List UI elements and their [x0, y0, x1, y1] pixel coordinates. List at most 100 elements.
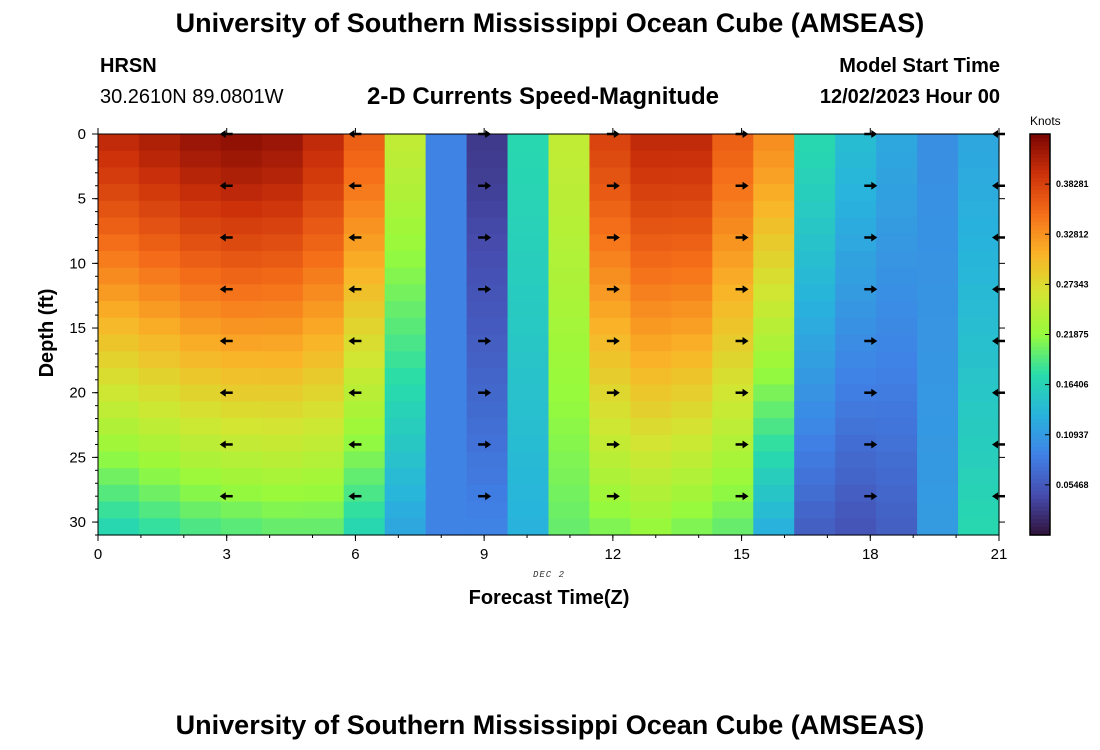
heatmap-cell — [630, 150, 672, 169]
heatmap-cell — [466, 468, 509, 486]
colorbar-segment — [1030, 270, 1050, 275]
heatmap-cell — [138, 367, 181, 386]
heatmap-cell — [138, 468, 181, 486]
arrow-head — [613, 388, 620, 397]
heatmap-cell — [220, 468, 263, 486]
colorbar-segment — [1030, 278, 1050, 283]
heatmap-cell — [425, 267, 468, 285]
heatmap-cell — [794, 317, 836, 336]
colorbar-segment — [1030, 138, 1050, 143]
heatmap-cell — [138, 384, 181, 402]
axes: 0 5 10 15 20 25 30 0 3 6 9 12 15 18 21 — [69, 126, 1007, 563]
heatmap-cell — [384, 518, 427, 536]
heatmap-cell — [589, 334, 632, 352]
heatmap-cell — [138, 217, 181, 235]
heatmap-cell — [876, 150, 918, 169]
heatmap-cell — [917, 384, 959, 402]
heatmap-cell — [589, 150, 632, 169]
arrow-head — [871, 388, 878, 397]
heatmap-cell — [712, 317, 754, 336]
heatmap-cell — [507, 167, 550, 185]
heatmap-cell — [220, 134, 263, 152]
current-arrow — [606, 440, 620, 449]
heatmap-cell — [261, 484, 304, 503]
heatmap-cell — [425, 234, 468, 252]
colorbar-segment — [1030, 354, 1050, 360]
heatmap-cell — [548, 401, 591, 419]
colorbar-segment — [1030, 418, 1050, 424]
heatmap-cell — [753, 301, 795, 319]
arrow-head — [219, 336, 226, 345]
heatmap-cell — [220, 518, 263, 536]
colorbar-segment — [1030, 182, 1050, 187]
y-tick-label: 25 — [69, 449, 86, 466]
heatmap-cell — [958, 267, 1000, 285]
heatmap-cell — [98, 217, 140, 235]
colorbar-segment — [1030, 358, 1050, 364]
heatmap-cell — [671, 384, 713, 402]
heatmap-cell — [917, 301, 959, 319]
colorbar-segment — [1030, 366, 1050, 372]
heatmap-cell — [753, 200, 795, 219]
heatmap-cell — [343, 301, 386, 319]
colorbar-tick-label: 0.27343 — [1056, 279, 1089, 289]
arrow-head — [992, 492, 998, 501]
colorbar-segment — [1030, 474, 1050, 480]
current-arrow — [606, 336, 620, 345]
colorbar-segment — [1030, 178, 1050, 183]
heatmap-cell — [712, 267, 754, 285]
arrow-head — [613, 233, 620, 242]
colorbar-segment — [1030, 454, 1050, 460]
heatmap-cell — [507, 334, 550, 352]
heatmap-cell — [138, 434, 181, 453]
arrow-head — [992, 285, 998, 294]
heatmap-cell — [138, 451, 181, 469]
colorbar-segment — [1030, 154, 1050, 159]
heatmap-cell — [630, 451, 672, 469]
x-tick-label: 18 — [862, 546, 879, 563]
arrow-head — [485, 285, 492, 294]
heatmap-cell — [507, 267, 550, 285]
heatmap-cell — [671, 518, 713, 536]
heatmap-cell — [138, 301, 181, 319]
heatmap-cell — [302, 384, 345, 402]
colorbar-segment — [1030, 506, 1050, 512]
heatmap-cell — [958, 401, 1000, 419]
heatmap-cell — [671, 501, 713, 519]
heatmap-cell — [384, 401, 427, 419]
heatmap-cell — [302, 200, 345, 219]
heatmap-cell — [138, 200, 181, 219]
colorbar-segment — [1030, 406, 1050, 412]
colorbar-segment — [1030, 394, 1050, 400]
heatmap-cell — [630, 134, 672, 152]
heatmap-cell — [753, 250, 795, 269]
heatmap-cell — [917, 250, 959, 269]
heatmap-cell — [835, 150, 877, 169]
heatmap-cell — [138, 501, 181, 519]
heatmap-cell — [712, 351, 754, 369]
colorbar-segment — [1030, 310, 1050, 316]
heatmap-cell — [138, 401, 181, 419]
heatmap-cell — [835, 518, 877, 536]
heatmap-cell — [794, 200, 836, 219]
heatmap-cell — [712, 518, 754, 536]
colorbar-segment — [1030, 482, 1050, 488]
colorbar-segment — [1030, 434, 1050, 440]
heatmap-cell — [98, 334, 140, 352]
heatmap-cell — [179, 418, 222, 436]
heatmap-cell — [302, 217, 345, 235]
heatmap-cell — [958, 451, 1000, 469]
colorbar-segment — [1030, 322, 1050, 328]
heatmap-cell — [384, 334, 427, 352]
heatmap-cell — [794, 518, 836, 536]
heatmap-cell — [343, 484, 386, 503]
arrow-head — [485, 233, 492, 242]
colorbar-segment — [1030, 346, 1050, 352]
heatmap-cell — [384, 434, 427, 453]
heatmap-cell — [507, 484, 550, 503]
heatmap-cell — [630, 518, 672, 536]
colorbar-tick-label: 0.32812 — [1056, 229, 1089, 239]
colorbar-segment — [1030, 334, 1050, 340]
heatmap-cell — [384, 184, 427, 202]
current-arrow — [348, 285, 362, 294]
